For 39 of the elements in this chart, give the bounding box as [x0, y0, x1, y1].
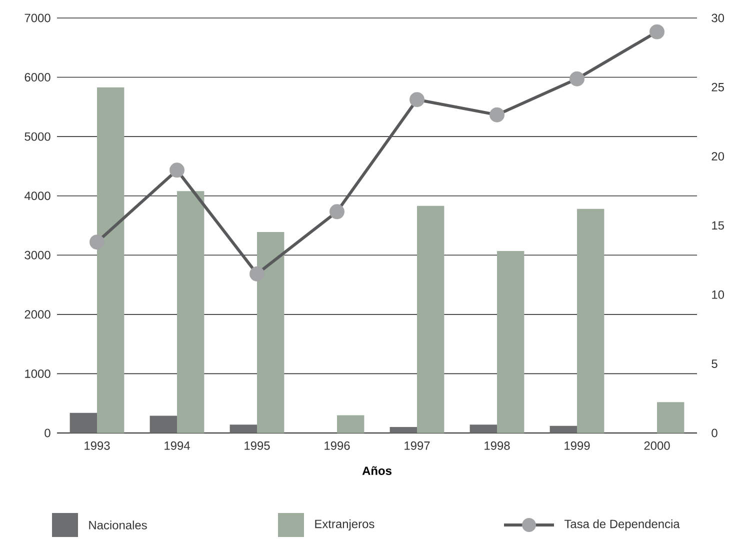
y-tick-label: 5000	[24, 132, 50, 141]
x-axis-title: Años	[362, 466, 392, 476]
legend-label: Nacionales	[89, 520, 147, 530]
legend-label: Extranjeros	[315, 519, 374, 531]
y2-tick-label: 25	[712, 82, 724, 92]
bar	[577, 208, 604, 433]
bar	[470, 424, 498, 433]
legend-label: Tasa de Dependencia	[564, 519, 680, 531]
x-tick-label: 1999	[564, 441, 590, 450]
bar	[657, 402, 684, 433]
bar	[230, 424, 258, 433]
bar	[150, 416, 178, 433]
x-tick-label: 1996	[324, 441, 350, 450]
y-tick-label: 6000	[24, 73, 50, 82]
x-tick-label: 1995	[244, 441, 270, 450]
x-tick-label: 1994	[164, 441, 190, 450]
y2-tick-label: 0	[712, 428, 718, 438]
y-tick-label: 1000	[25, 369, 50, 378]
bar	[550, 426, 578, 433]
bar	[337, 415, 364, 433]
bar	[417, 206, 444, 433]
y-tick-label: 0	[44, 428, 50, 438]
x-tick-label: 1997	[404, 441, 430, 450]
y-tick-label: 3000	[24, 250, 50, 260]
y-tick-label: 7000	[24, 14, 50, 22]
y-tick-label: 4000	[24, 192, 50, 200]
bar	[497, 250, 524, 433]
y2-tick-label: 15	[712, 221, 724, 230]
x-tick-label: 1998	[484, 441, 510, 450]
x-tick-label: 1993	[84, 441, 110, 450]
y2-tick-label: 5	[712, 360, 718, 368]
bar	[177, 191, 204, 433]
y-tick-label: 2000	[24, 310, 50, 319]
bar	[70, 412, 98, 433]
x-tick-label: 2000	[644, 441, 670, 450]
y2-tick-label: 30	[712, 14, 724, 22]
bar	[390, 427, 418, 433]
y2-tick-label: 20	[712, 152, 724, 161]
y2-tick-label: 10	[712, 290, 724, 299]
